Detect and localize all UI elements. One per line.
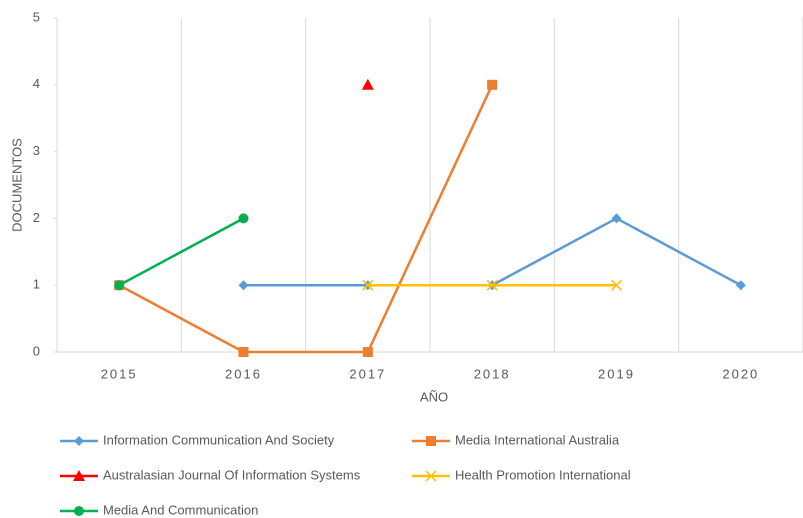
x-axis-title: AÑO	[420, 389, 448, 404]
marker	[611, 213, 622, 224]
y-tick-label: 4	[33, 76, 40, 91]
legend-marker	[73, 470, 85, 481]
y-axis-title: DOCUMENTOS	[9, 138, 24, 232]
marker	[610, 279, 623, 291]
marker	[238, 280, 249, 291]
x-tick-label: 2017	[349, 366, 386, 381]
marker	[362, 279, 374, 291]
legend-marker	[74, 506, 84, 516]
marker	[114, 280, 125, 291]
y-tick-label: 5	[33, 9, 40, 24]
y-tick-label: 0	[33, 343, 40, 358]
x-tick-label: 2015	[101, 366, 138, 381]
legend-label: Media And Communication	[103, 502, 258, 517]
legend-label: Australasian Journal Of Information Syst…	[103, 467, 361, 482]
marker	[361, 78, 374, 90]
y-tick-label: 2	[33, 210, 40, 225]
legend-label: Health Promotion International	[455, 467, 631, 482]
x-tick-label: 2020	[722, 366, 759, 381]
marker	[735, 280, 746, 291]
marker	[486, 279, 498, 291]
legend-marker	[426, 436, 436, 446]
marker	[238, 347, 249, 357]
legend-label: Media International Australia	[455, 432, 620, 447]
marker	[487, 79, 498, 90]
y-tick-label: 3	[33, 143, 40, 158]
series-line	[118, 217, 245, 287]
y-tick-label: 1	[33, 277, 40, 292]
marker	[362, 347, 373, 357]
x-tick-label: 2016	[225, 366, 262, 381]
x-tick-label: 2019	[598, 366, 635, 381]
series-line	[118, 84, 494, 354]
marker	[238, 213, 249, 224]
legend-label: Information Communication And Society	[103, 432, 335, 447]
series-line	[243, 216, 742, 287]
legend-marker	[74, 436, 84, 446]
legend-marker	[425, 470, 437, 482]
x-tick-label: 2018	[474, 366, 511, 381]
